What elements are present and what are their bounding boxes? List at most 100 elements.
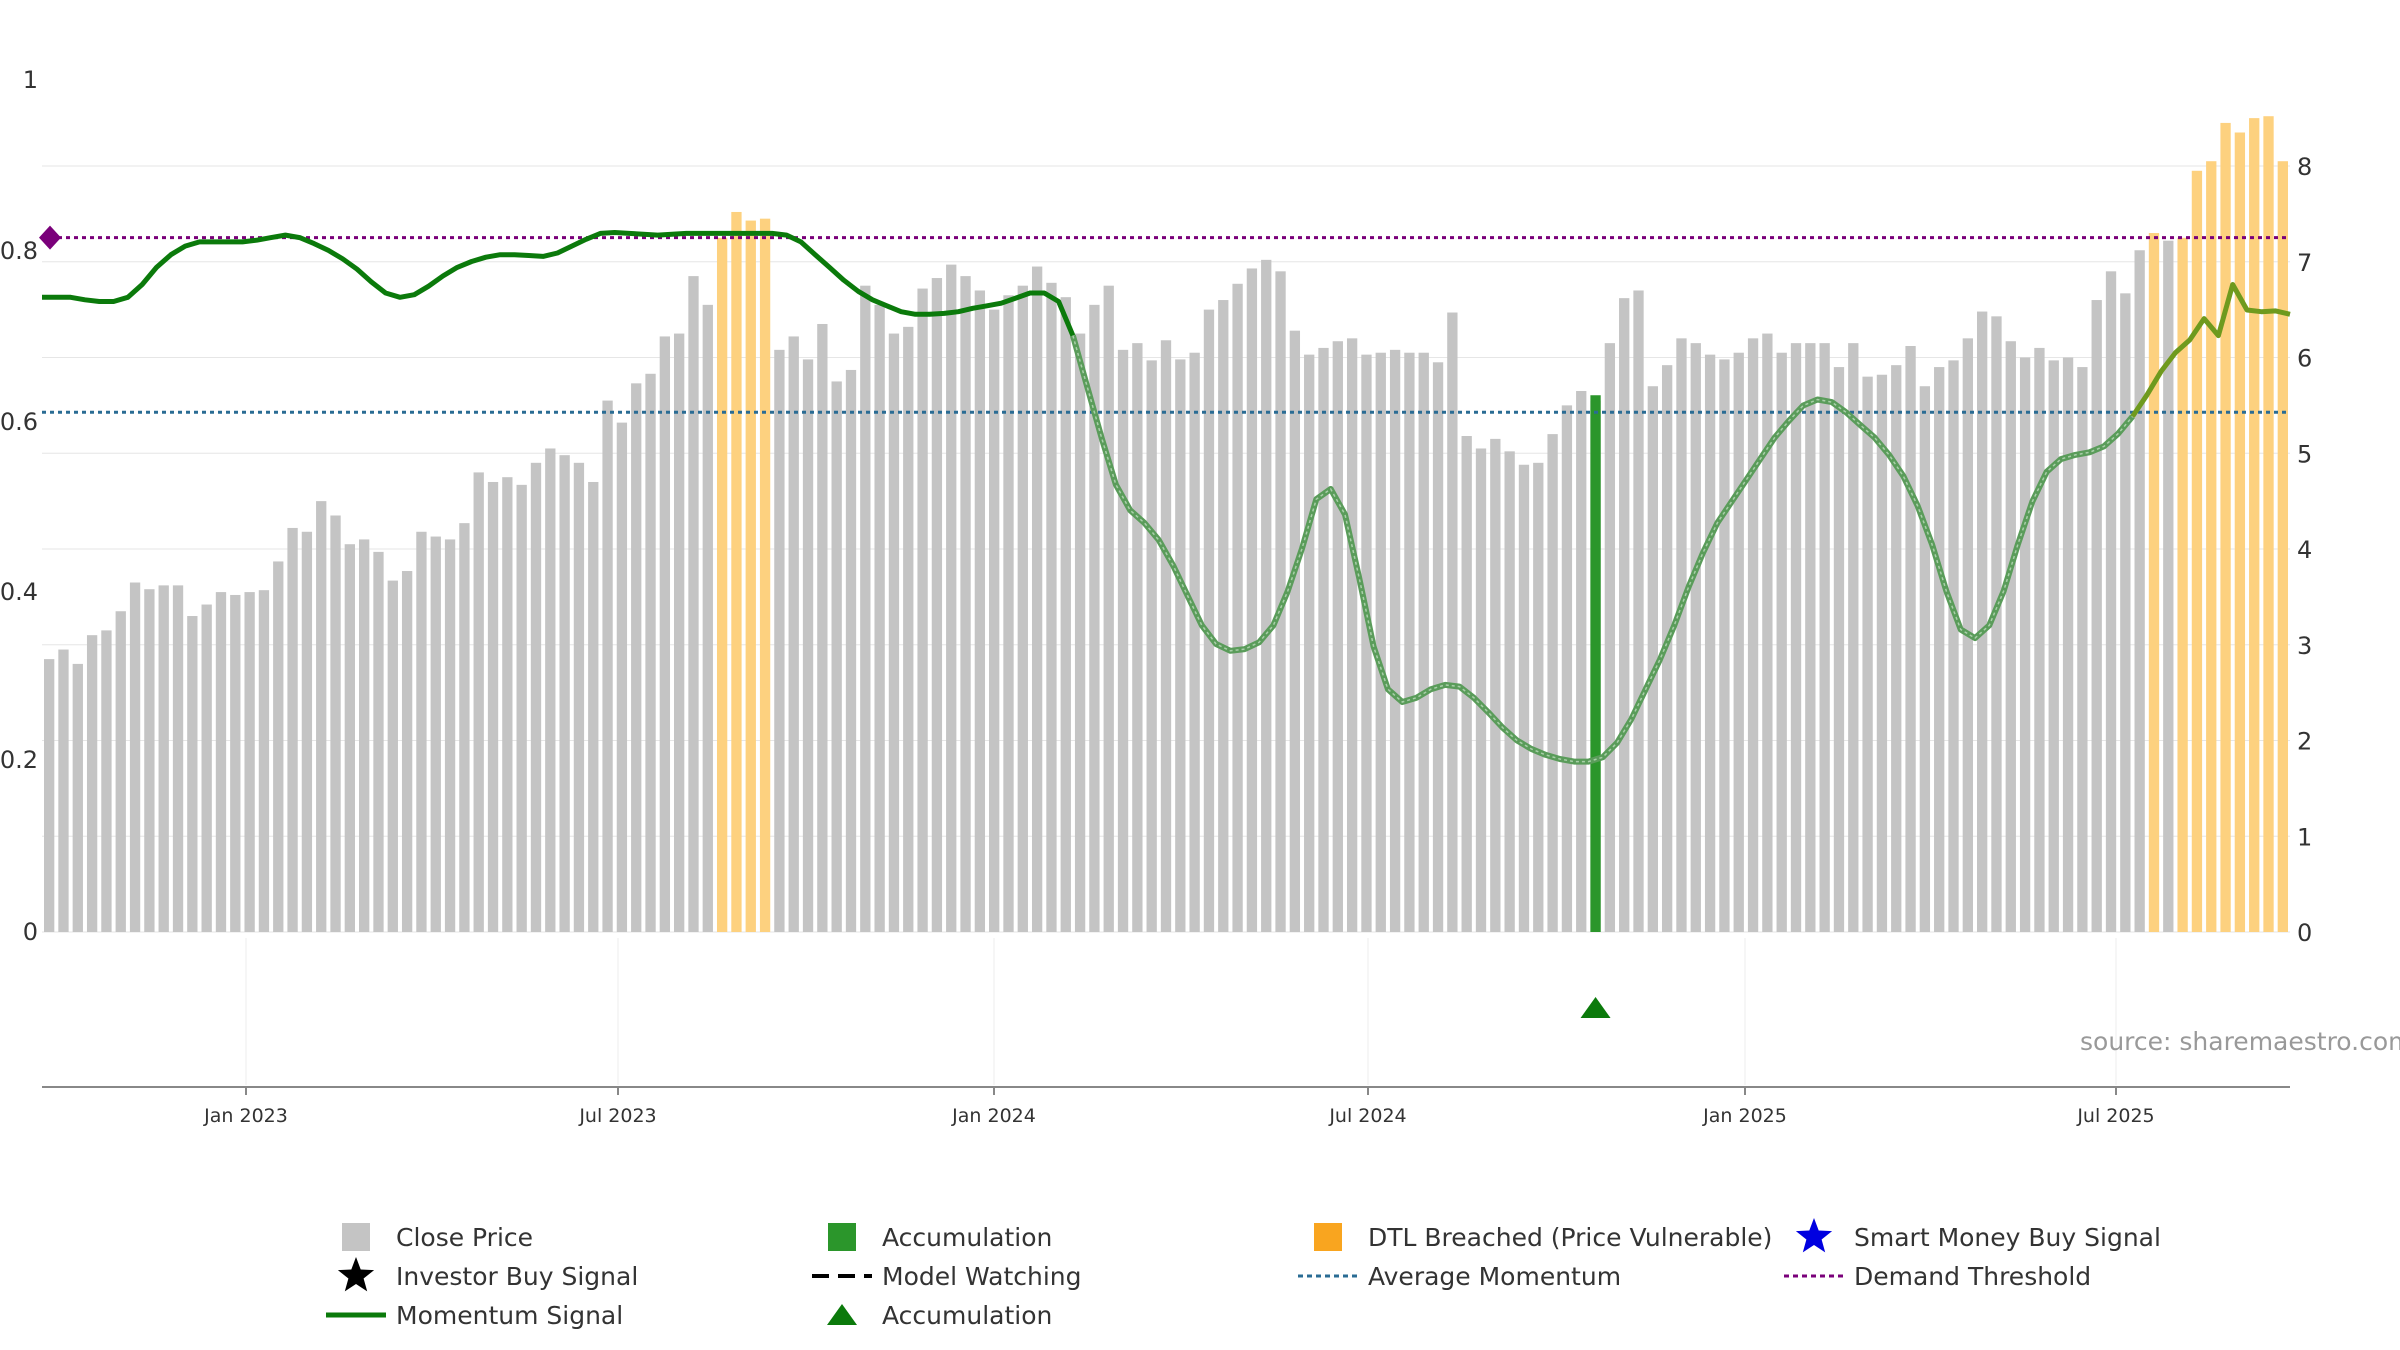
price-bar bbox=[230, 594, 241, 932]
price-bar bbox=[1074, 333, 1086, 932]
dtl-bar bbox=[2263, 116, 2274, 932]
price-bar bbox=[1934, 367, 1945, 932]
legend-label: Average Momentum bbox=[1368, 1262, 1621, 1291]
price-bar bbox=[2005, 341, 2016, 932]
price-bar bbox=[1232, 283, 1243, 933]
price-bar bbox=[616, 422, 628, 932]
price-bar bbox=[802, 359, 814, 932]
price-bar bbox=[1905, 346, 1916, 932]
price-bar bbox=[1647, 386, 1658, 933]
price-bar bbox=[1447, 312, 1458, 932]
price-bar bbox=[2034, 347, 2045, 932]
price-bar bbox=[788, 336, 799, 932]
price-bar bbox=[645, 373, 656, 933]
price-bar bbox=[917, 288, 928, 932]
price-bar bbox=[1089, 304, 1100, 932]
price-bar bbox=[1389, 349, 1401, 933]
price-bar bbox=[1289, 330, 1301, 932]
price-bar bbox=[258, 590, 270, 932]
legend-star-icon bbox=[337, 1257, 375, 1292]
price-bar bbox=[1060, 297, 1071, 932]
price-bar bbox=[946, 264, 957, 932]
price-bar bbox=[1633, 290, 1644, 933]
price-bar bbox=[1848, 343, 1859, 932]
price-bar bbox=[1361, 354, 1372, 932]
right-tick-label: 1 bbox=[2297, 823, 2312, 851]
right-tick-label: 0 bbox=[2297, 919, 2312, 947]
dtl-bar bbox=[2220, 122, 2231, 933]
dtl-bar bbox=[2177, 237, 2188, 932]
price-bar bbox=[1461, 436, 1472, 932]
price-bar bbox=[487, 481, 499, 932]
price-bar bbox=[1676, 338, 1687, 933]
price-bar bbox=[1604, 343, 1616, 932]
price-bar bbox=[1704, 354, 1716, 932]
dtl-bar bbox=[2206, 161, 2217, 932]
price-bar bbox=[201, 604, 212, 932]
right-tick-label: 5 bbox=[2297, 440, 2312, 468]
legend-label: Momentum Signal bbox=[396, 1301, 623, 1330]
price-bar bbox=[1418, 352, 1429, 932]
price-bar bbox=[1132, 343, 1143, 932]
price-bar bbox=[1304, 354, 1315, 932]
price-bar bbox=[974, 290, 986, 933]
legend-label: Investor Buy Signal bbox=[396, 1262, 638, 1291]
price-bar bbox=[1490, 438, 1501, 932]
momentum-signal-recent-line bbox=[2130, 282, 2291, 418]
price-bar bbox=[831, 381, 842, 932]
price-bar bbox=[1017, 285, 1028, 932]
right-tick-label: 8 bbox=[2297, 153, 2312, 181]
left-tick-label: 0.2 bbox=[0, 746, 38, 774]
price-bar bbox=[2062, 357, 2074, 932]
legend-label: Model Watching bbox=[882, 1262, 1082, 1291]
legend-swatch bbox=[342, 1223, 370, 1251]
price-bar bbox=[187, 616, 198, 932]
price-bar bbox=[1518, 464, 1530, 932]
left-tick-label: 0.8 bbox=[0, 237, 38, 265]
price-bar bbox=[72, 663, 83, 932]
price-bar bbox=[688, 276, 699, 932]
price-bar bbox=[573, 462, 585, 932]
price-bar bbox=[631, 383, 642, 932]
legend-label: Smart Money Buy Signal bbox=[1854, 1223, 2161, 1252]
dtl-bar bbox=[745, 220, 756, 932]
accumulation-bar bbox=[1590, 395, 1601, 932]
price-bar bbox=[530, 462, 542, 932]
legend-label: Accumulation bbox=[882, 1223, 1052, 1252]
price-bar bbox=[101, 630, 112, 932]
left-tick-label: 0.4 bbox=[0, 578, 38, 606]
accumulation-triangle-marker bbox=[1580, 997, 1611, 1018]
price-bar bbox=[115, 611, 126, 932]
price-bar bbox=[516, 484, 527, 932]
price-bar bbox=[1175, 359, 1186, 932]
price-bar bbox=[344, 544, 356, 932]
price-bar bbox=[960, 276, 971, 932]
price-bar bbox=[2091, 300, 2102, 932]
price-bar bbox=[129, 582, 141, 932]
price-bar bbox=[172, 585, 184, 932]
price-bar bbox=[316, 501, 327, 932]
price-bar bbox=[359, 539, 370, 932]
price-bar bbox=[1246, 268, 1258, 932]
price-bar bbox=[2163, 240, 2174, 932]
price-bar bbox=[588, 481, 599, 932]
price-bar bbox=[1747, 338, 1759, 933]
price-bar bbox=[416, 531, 427, 932]
price-bar bbox=[1762, 333, 1773, 932]
price-bar bbox=[1189, 352, 1200, 932]
legend-label: Accumulation bbox=[882, 1301, 1052, 1330]
price-bar bbox=[1046, 282, 1057, 932]
price-bar bbox=[1332, 341, 1343, 932]
price-bar bbox=[1576, 391, 1587, 932]
price-bar bbox=[1146, 360, 1157, 932]
price-bar bbox=[287, 527, 298, 932]
price-bar bbox=[1218, 300, 1229, 932]
price-bar bbox=[44, 659, 55, 932]
price-bar bbox=[903, 326, 914, 932]
price-bar bbox=[1103, 285, 1114, 932]
signal-markers bbox=[39, 225, 1611, 1018]
price-bar bbox=[931, 278, 943, 933]
price-bar bbox=[1547, 434, 1558, 932]
right-tick-label: 7 bbox=[2297, 249, 2312, 277]
